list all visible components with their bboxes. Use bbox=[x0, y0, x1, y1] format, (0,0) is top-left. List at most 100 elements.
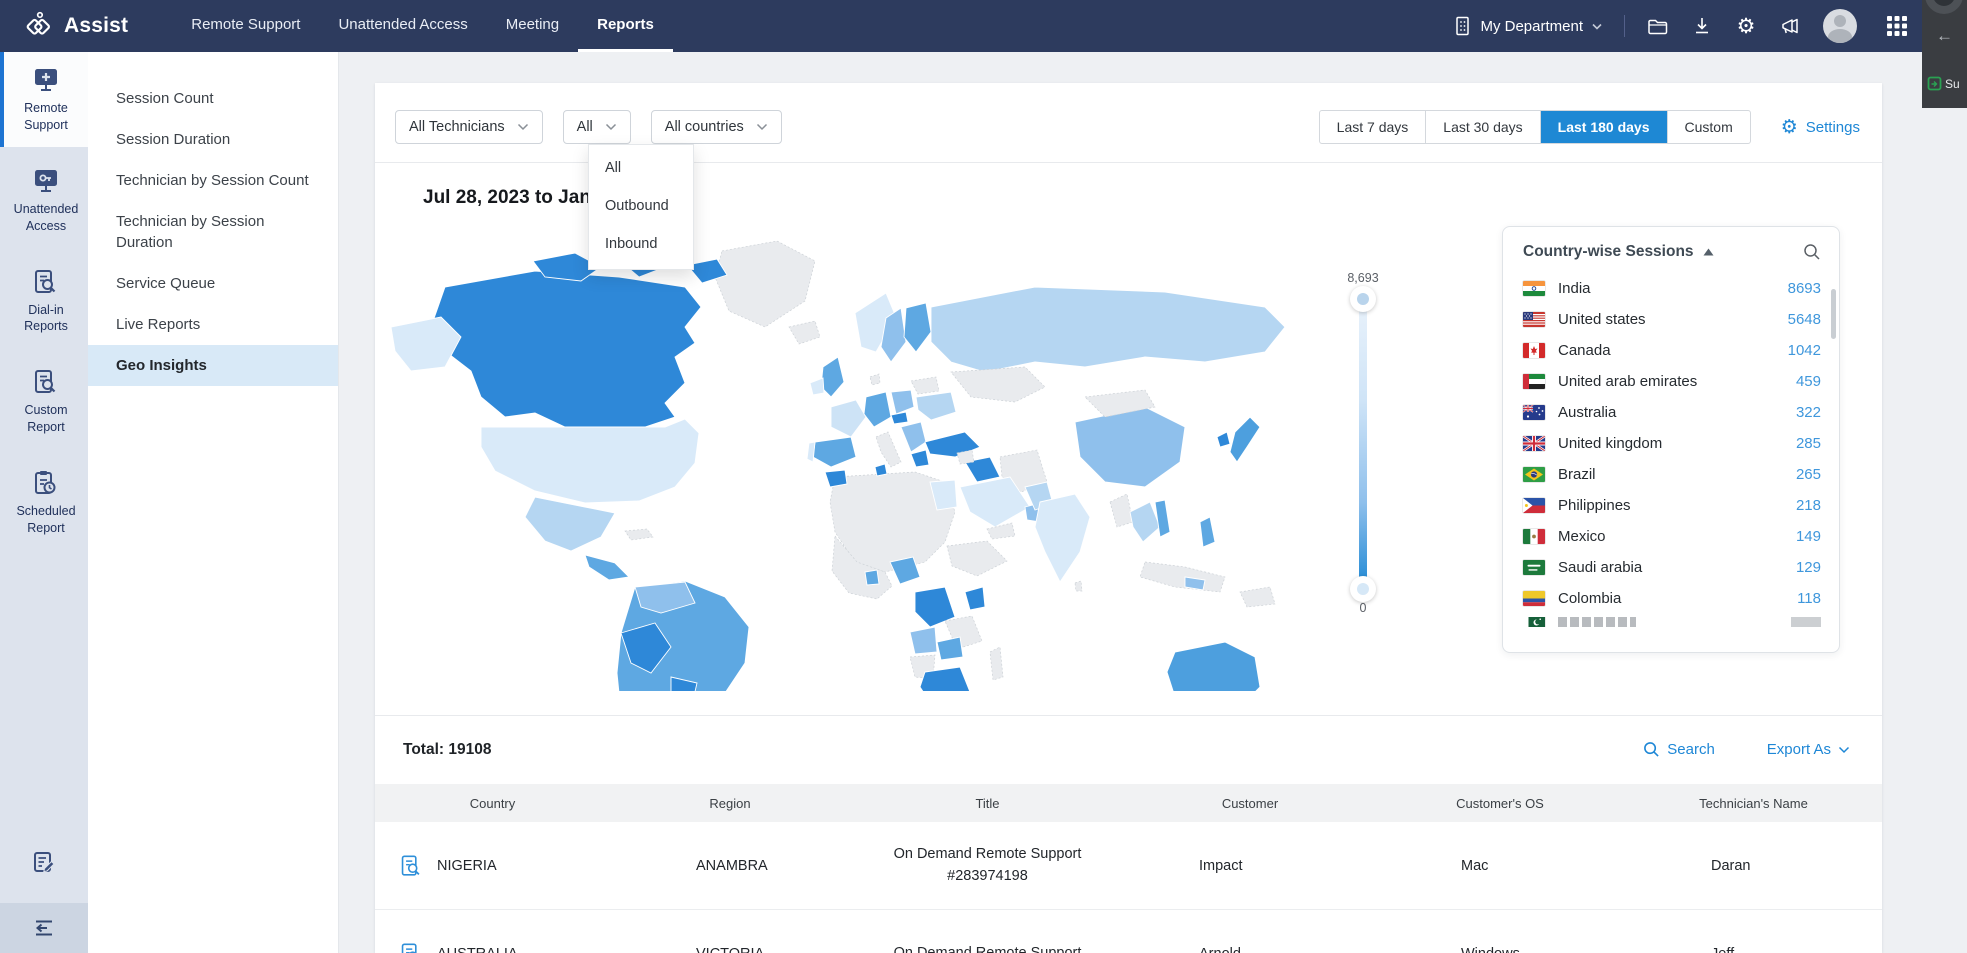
country-wise-sessions-panel: Country-wise Sessions India 8693 United st… bbox=[1502, 226, 1840, 653]
range-button-last-7-days[interactable]: Last 7 days bbox=[1320, 111, 1427, 143]
range-button-custom[interactable]: Custom bbox=[1684, 119, 1733, 135]
nav-item-reports[interactable]: Reports bbox=[578, 0, 673, 52]
reports-menu: Session Count Session Duration Technician … bbox=[88, 52, 339, 953]
table-row[interactable]: NIGERIA ANAMBRA On Demand Remote Support #… bbox=[375, 822, 1882, 910]
country-session-count: 459 bbox=[1795, 373, 1821, 390]
country-value: AUSTRALIA bbox=[437, 946, 518, 953]
technician-select[interactable]: All Technicians bbox=[395, 110, 543, 144]
reports-menu-item-session-duration[interactable]: Session Duration bbox=[116, 131, 231, 148]
settings-label: Settings bbox=[1805, 118, 1860, 136]
country-select[interactable]: All countries bbox=[650, 110, 782, 144]
side-panel-badge[interactable]: Su bbox=[1927, 76, 1960, 91]
nav-item-unattended-access[interactable]: Unattended Access bbox=[338, 16, 468, 33]
country-list-item: Canada 1042 bbox=[1523, 335, 1821, 366]
country-session-count: 149 bbox=[1795, 528, 1821, 545]
legend-slider-track[interactable] bbox=[1350, 286, 1376, 602]
report-search-icon bbox=[32, 369, 60, 395]
title-value: On Demand Remote Support #283974198 bbox=[893, 846, 1082, 884]
column-header-technician-s-name: Technician's Name bbox=[1699, 795, 1808, 811]
apps-grid-icon[interactable] bbox=[1885, 14, 1909, 38]
reports-menu-item-technician-by-session-duration[interactable]: Technician by Session Duration bbox=[116, 213, 265, 251]
floating-bubble bbox=[1925, 0, 1963, 14]
legend-slider-handle-bottom[interactable] bbox=[1350, 576, 1376, 602]
country-value: NIGERIA bbox=[437, 857, 497, 874]
department-selector[interactable]: My Department bbox=[1454, 16, 1602, 36]
country-session-count: 118 bbox=[1797, 590, 1821, 607]
side-panel-badge-label: Su bbox=[1945, 76, 1960, 91]
direction-select[interactable]: All bbox=[562, 110, 631, 144]
sidebar-item-unattended-access[interactable]: Unattended Access bbox=[0, 153, 88, 248]
reports-menu-item-live-reports[interactable]: Live Reports bbox=[116, 316, 201, 333]
sidebar-item-label: Unattended Access bbox=[13, 201, 79, 233]
direction-select-value: All bbox=[576, 119, 593, 135]
gb-flag-icon bbox=[1523, 436, 1545, 451]
reports-menu-item-geo-insights[interactable]: Geo Insights bbox=[88, 345, 338, 386]
range-button-last-180-days[interactable]: Last 180 days bbox=[1540, 111, 1668, 143]
panel-title: Country-wise Sessions bbox=[1523, 243, 1694, 260]
sidebar-item-scheduled-report[interactable]: Scheduled Report bbox=[0, 455, 88, 550]
search-button[interactable]: Search bbox=[1643, 741, 1715, 758]
dropdown-option-all[interactable]: All bbox=[605, 160, 622, 176]
back-arrow-icon[interactable]: ← bbox=[1936, 26, 1953, 45]
country-name: Brazil bbox=[1558, 466, 1596, 483]
dropdown-option-inbound[interactable]: Inbound bbox=[605, 236, 658, 252]
cell-region: ANAMBRA bbox=[696, 857, 768, 874]
sort-asc-icon[interactable] bbox=[1703, 248, 1714, 256]
country-name: United arab emirates bbox=[1558, 373, 1698, 390]
technician-select-value: All Technicians bbox=[409, 119, 505, 135]
map-legend: 8,693 0 bbox=[1327, 271, 1399, 615]
reports-menu-item-service-queue[interactable]: Service Queue bbox=[116, 275, 216, 292]
country-session-count: 1042 bbox=[1787, 342, 1821, 359]
clipped-text bbox=[1558, 617, 1636, 627]
divider bbox=[1624, 15, 1625, 37]
date-range-group: Last 7 days Last 30 days Last 180 days Cust… bbox=[1318, 110, 1751, 144]
avatar[interactable] bbox=[1823, 9, 1857, 43]
geo-insights-panel: All Technicians All All countries Last 7… bbox=[375, 83, 1882, 953]
folder-icon[interactable] bbox=[1647, 15, 1669, 37]
settings-button[interactable]: ⚙ Settings bbox=[1781, 118, 1860, 137]
cell-customer-os: Mac bbox=[1461, 857, 1489, 874]
ca-flag-icon bbox=[1523, 343, 1545, 358]
mx-flag-icon bbox=[1523, 529, 1545, 544]
sidebar-item-dial-in-reports[interactable]: Dial-in Reports bbox=[0, 254, 88, 349]
search-icon[interactable] bbox=[1803, 243, 1821, 261]
nav-item-remote-support[interactable]: Remote Support bbox=[191, 16, 301, 33]
legend-slider-handle-top[interactable] bbox=[1350, 286, 1376, 312]
country-list-item: Mexico 149 bbox=[1523, 521, 1821, 552]
nav-item-meeting[interactable]: Meeting bbox=[505, 16, 560, 33]
country-list-item: United kingdom 285 bbox=[1523, 428, 1821, 459]
country-session-count: 265 bbox=[1795, 466, 1821, 483]
report-search-icon bbox=[32, 269, 60, 295]
cell-technician-name: Daran bbox=[1711, 857, 1751, 874]
top-nav: Assist Remote Support Unattended Access Me… bbox=[0, 0, 1967, 52]
sidebar-item-custom-report[interactable]: Custom Report bbox=[0, 354, 88, 449]
panel-scrollbar[interactable] bbox=[1831, 289, 1836, 339]
country-session-count: 285 bbox=[1795, 435, 1821, 452]
country-name: India bbox=[1558, 280, 1591, 297]
session-report-icon[interactable] bbox=[399, 942, 422, 953]
left-icon-sidebar: Remote Support Unattended Access Dial-in R… bbox=[0, 52, 88, 953]
export-as-button[interactable]: Export As bbox=[1767, 741, 1850, 758]
range-button-last-30-days[interactable]: Last 30 days bbox=[1426, 111, 1541, 143]
dropdown-option-outbound[interactable]: Outbound bbox=[605, 198, 669, 214]
country-list-item-partial bbox=[1523, 617, 1821, 627]
sidebar-item-remote-support[interactable]: Remote Support bbox=[0, 52, 88, 147]
reports-menu-item-technician-by-session-count[interactable]: Technician by Session Count bbox=[116, 172, 309, 189]
reports-menu-item-session-count[interactable]: Session Count bbox=[116, 90, 214, 107]
legend-max-label: 8,693 bbox=[1347, 271, 1379, 285]
table-row[interactable]: AUSTRALIA VICTORIA On Demand Remote Suppor… bbox=[375, 910, 1882, 953]
feedback-icon[interactable] bbox=[0, 849, 88, 875]
assist-logo-icon bbox=[24, 11, 54, 41]
session-report-icon[interactable] bbox=[399, 854, 422, 878]
gear-icon[interactable]: ⚙ bbox=[1736, 14, 1756, 38]
country-name: Philippines bbox=[1558, 497, 1631, 514]
country-name: Australia bbox=[1558, 404, 1617, 421]
nav-right: My Department ⚙ bbox=[1454, 9, 1967, 43]
primary-nav: Remote Support Unattended Access Meeting Re… bbox=[172, 0, 673, 52]
download-icon[interactable] bbox=[1691, 15, 1713, 37]
megaphone-icon[interactable] bbox=[1779, 15, 1801, 37]
in-flag-icon bbox=[1523, 281, 1545, 296]
au-flag-icon bbox=[1523, 405, 1545, 420]
country-session-count: 218 bbox=[1795, 497, 1821, 514]
collapse-sidebar-icon[interactable] bbox=[0, 903, 88, 953]
